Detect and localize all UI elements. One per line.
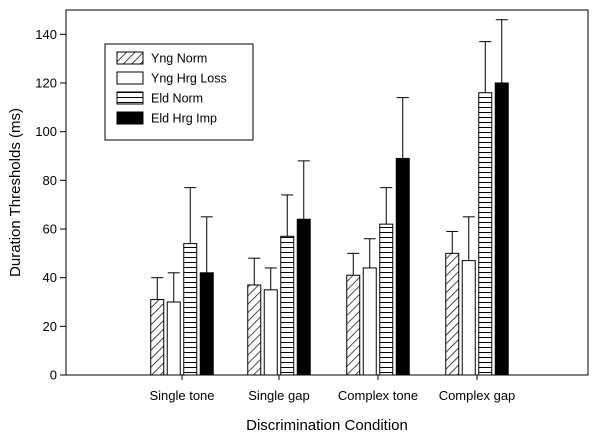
x-tick-label: Complex gap	[439, 388, 516, 403]
x-tick-label: Single gap	[248, 388, 309, 403]
legend-swatch	[116, 71, 144, 85]
legend-swatch	[116, 91, 144, 105]
bar	[395, 157, 410, 376]
bar	[296, 218, 311, 376]
x-tick-label: Complex tone	[338, 388, 418, 403]
y-tick-label: 120	[35, 76, 57, 91]
legend-label: Eld Hrg Imp	[151, 112, 217, 126]
bar	[199, 272, 214, 376]
x-axis-ticks: Single tone Single gap Complex tone Complex…	[149, 375, 515, 403]
bar	[379, 223, 394, 376]
bar	[461, 260, 476, 376]
y-axis-ticks: 0 20 40 60 80 100 120 140	[35, 27, 66, 383]
plot-border	[65, 9, 589, 376]
bar	[494, 82, 509, 376]
y-tick-label: 0	[50, 368, 57, 383]
bar	[247, 284, 262, 376]
legend-swatch	[116, 51, 144, 65]
bar	[280, 235, 295, 376]
legend-label: Eld Norm	[151, 92, 203, 106]
legend-swatch	[116, 111, 144, 125]
x-tick-label: Single tone	[149, 388, 214, 403]
y-tick-label: 140	[35, 27, 57, 42]
y-tick-label: 60	[43, 222, 57, 237]
bar	[263, 289, 278, 376]
x-axis-title: Discrimination Condition	[246, 417, 408, 434]
bar	[183, 243, 198, 376]
y-axis-title: Duration Thresholds (ms)	[7, 108, 24, 277]
bar	[150, 299, 165, 376]
bars	[150, 82, 509, 376]
y-tick-label: 20	[43, 319, 57, 334]
bar	[346, 274, 361, 376]
legend-label: Yng Hrg Loss	[151, 72, 227, 86]
bar	[445, 252, 460, 376]
bar	[478, 92, 493, 376]
y-tick-label: 100	[35, 124, 57, 139]
bar	[166, 301, 181, 376]
plot-frame	[65, 9, 589, 376]
y-tick-label: 40	[43, 270, 57, 285]
y-tick-label: 80	[43, 173, 57, 188]
error-bars	[151, 19, 508, 302]
bar	[362, 267, 377, 376]
legend: Yng Norm Yng Hrg Loss Eld Norm Eld Hrg Imp	[104, 43, 254, 141]
legend-label: Yng Norm	[151, 52, 207, 66]
